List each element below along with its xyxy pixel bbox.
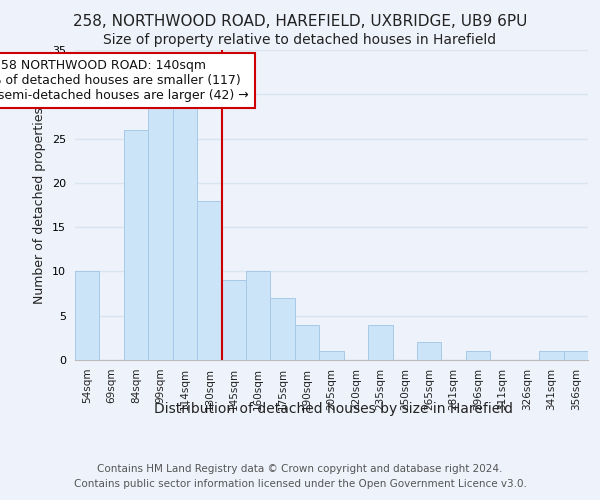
Text: Contains HM Land Registry data © Crown copyright and database right 2024.: Contains HM Land Registry data © Crown c… [97,464,503,474]
Bar [466,351,490,360]
Text: Distribution of detached houses by size in Harefield: Distribution of detached houses by size … [154,402,512,416]
Text: Contains public sector information licensed under the Open Government Licence v3: Contains public sector information licen… [74,479,526,489]
Bar [319,351,344,360]
Bar [539,351,563,360]
Bar [221,280,246,360]
Bar [148,103,173,360]
Bar [173,103,197,360]
Bar [368,324,392,360]
Bar [75,272,100,360]
Bar [295,324,319,360]
Bar [197,200,221,360]
Text: Size of property relative to detached houses in Harefield: Size of property relative to detached ho… [103,33,497,47]
Bar [417,342,442,360]
Bar [246,272,271,360]
Text: 258, NORTHWOOD ROAD, HAREFIELD, UXBRIDGE, UB9 6PU: 258, NORTHWOOD ROAD, HAREFIELD, UXBRIDGE… [73,14,527,29]
Text: 258 NORTHWOOD ROAD: 140sqm
← 73% of detached houses are smaller (117)
26% of sem: 258 NORTHWOOD ROAD: 140sqm ← 73% of deta… [0,59,249,102]
Bar [563,351,588,360]
Bar [271,298,295,360]
Bar [124,130,148,360]
Y-axis label: Number of detached properties: Number of detached properties [33,106,46,304]
